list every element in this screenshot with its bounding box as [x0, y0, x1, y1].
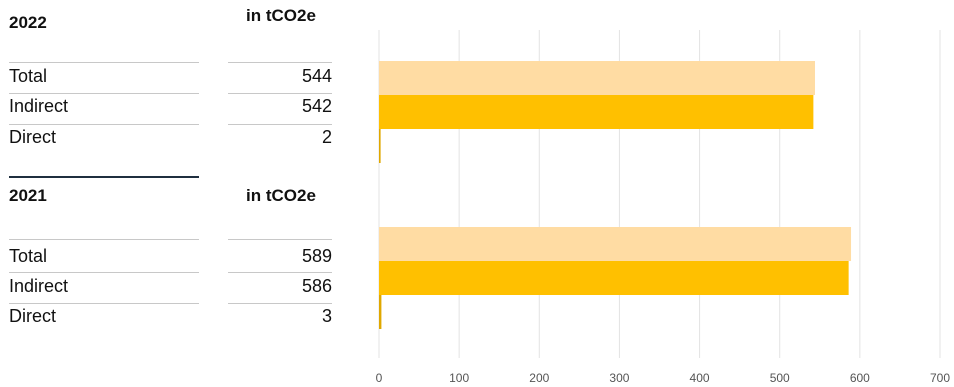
row-divider: [9, 272, 199, 273]
row-divider: [9, 62, 199, 63]
row-divider: [9, 124, 199, 125]
x-tick-label: 600: [850, 371, 870, 385]
row-value-total-2022: 544: [301, 66, 332, 86]
row-divider: [228, 239, 332, 240]
row-divider: [9, 93, 199, 94]
row-value-indirect-2022: 542: [301, 96, 332, 116]
row-label-direct-2021: Direct: [9, 306, 57, 326]
unit-label-2022: in tCO2e: [246, 6, 316, 25]
bar-indirect-2022: [379, 95, 814, 129]
x-tick-label: 200: [529, 371, 549, 385]
unit-label-2021: in tCO2e: [246, 186, 316, 205]
row-label-indirect-2022: Indirect: [9, 96, 69, 116]
x-tick-label: 500: [770, 371, 790, 385]
row-value-direct-2021: 3: [321, 306, 332, 326]
year-heading-2021: 2021: [9, 186, 47, 205]
row-value-direct-2022: 2: [321, 127, 332, 147]
bar-total-2021: [379, 227, 852, 261]
row-divider: [9, 303, 199, 304]
x-tick-label: 400: [690, 371, 710, 385]
row-label-direct-2022: Direct: [9, 127, 57, 147]
bar-direct-2021: [379, 295, 382, 329]
row-divider: [228, 124, 332, 125]
x-tick-label: 100: [449, 371, 469, 385]
row-label-indirect-2021: Indirect: [9, 276, 69, 296]
row-divider: [228, 62, 332, 63]
x-tick-label: 300: [609, 371, 629, 385]
row-divider: [9, 239, 199, 240]
section-divider: [9, 176, 199, 178]
row-label-total-2021: Total: [9, 246, 48, 266]
bar-indirect-2021: [379, 261, 849, 295]
row-label-total-2022: Total: [9, 66, 48, 86]
row-divider: [228, 93, 332, 94]
row-divider: [228, 303, 332, 304]
row-value-indirect-2021: 586: [301, 276, 332, 296]
row-divider: [228, 272, 332, 273]
year-heading-2022: 2022: [9, 13, 47, 32]
bar-direct-2022: [379, 129, 381, 163]
x-tick-label: 700: [930, 371, 950, 385]
x-tick-label: 0: [376, 371, 383, 385]
row-value-total-2021: 589: [301, 246, 332, 266]
bar-total-2022: [379, 61, 815, 95]
